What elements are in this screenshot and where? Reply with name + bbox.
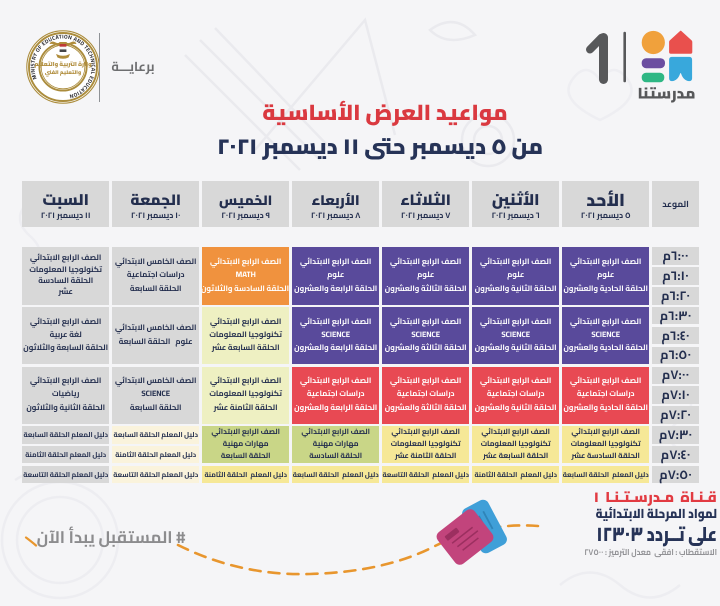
svg-text:وزارة التربية والتعليم: وزارة التربية والتعليم [34, 59, 92, 70]
svg-text:والتعليم الفني: والتعليم الفني [45, 67, 81, 77]
svg-text:مدرستنا: مدرستنا [638, 79, 696, 107]
